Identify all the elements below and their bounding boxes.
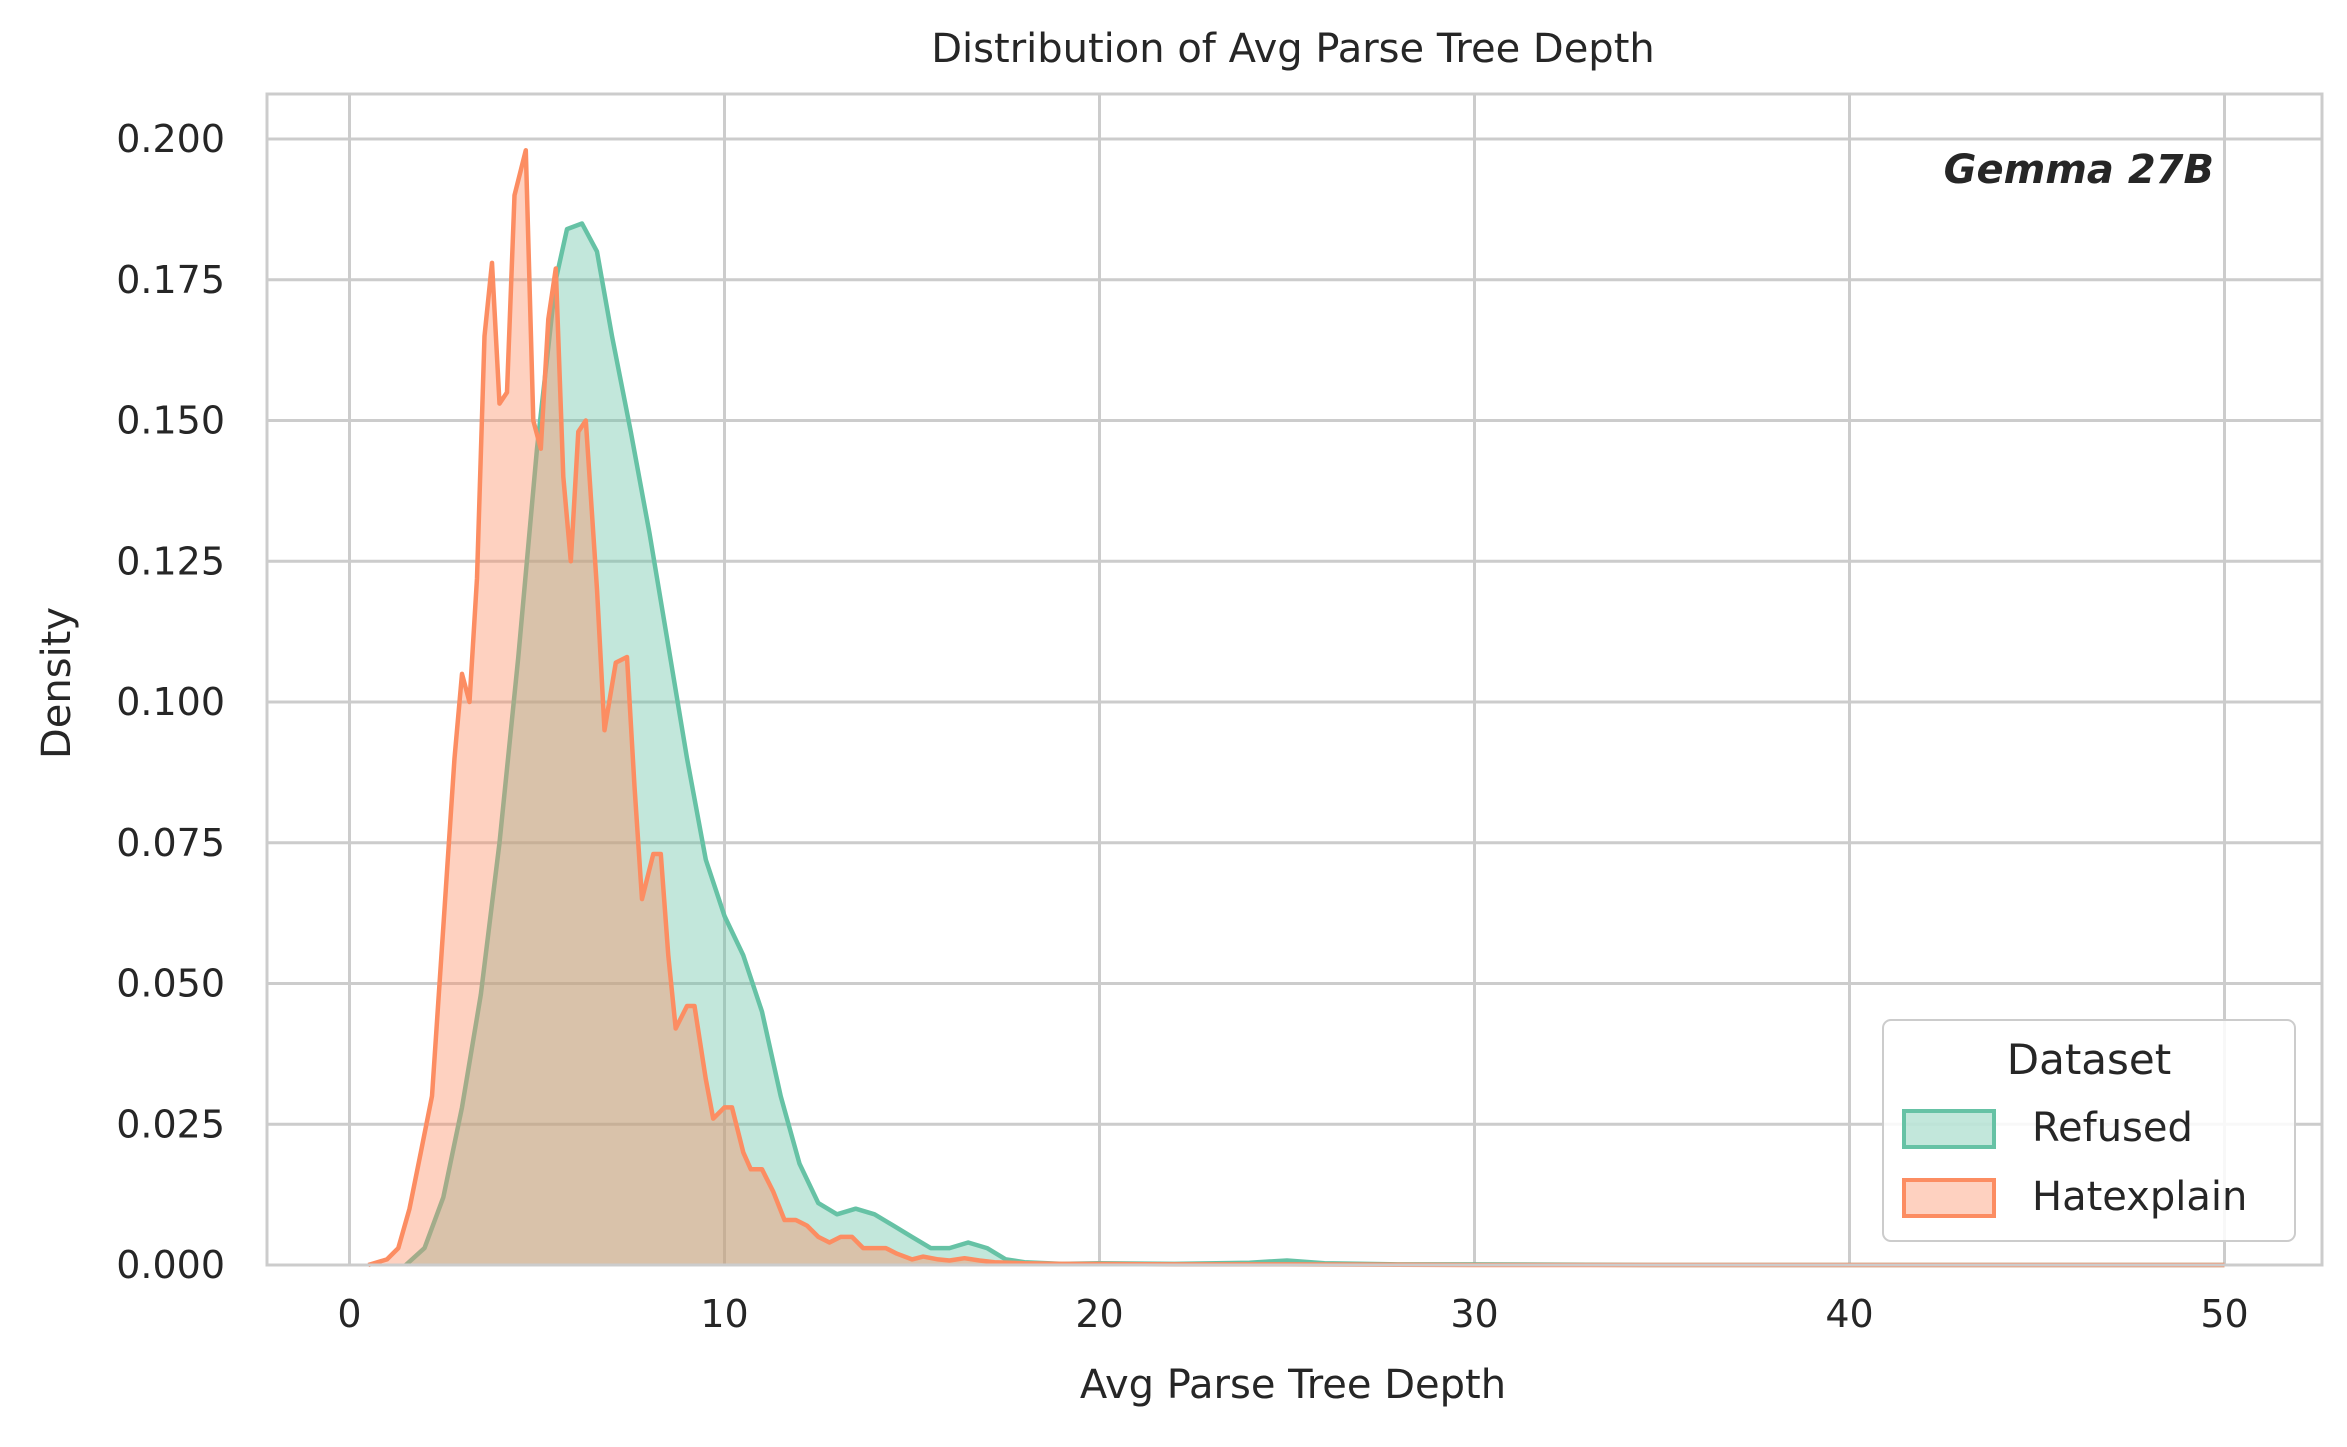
legend: Dataset Refused Hatexplain [1882,1019,2296,1242]
x-axis-label: Avg Parse Tree Depth [1080,1362,1506,1408]
legend-title: Dataset [2007,1035,2171,1084]
plot-frame [265,92,2324,1267]
x-tick-label: 10 [700,1292,748,1336]
density-area-hatexplain [368,150,2225,1265]
y-tick-label: 0.150 [116,399,225,443]
series-layer [367,148,2225,1268]
y-tick-label: 0.075 [116,821,225,865]
y-tick-label: 0.125 [116,539,225,583]
tick-labels: 0 10 20 30 40 50 0.000 0.025 0.050 0.075 0.100 0.12… [116,117,2248,1336]
y-tick-label: 0.175 [116,258,225,302]
chart-title: Distribution of Avg Parse Tree Depth [931,26,1654,72]
model-annotation: Gemma 27B [1944,147,2214,193]
x-tick-label: 30 [1450,1292,1498,1336]
y-tick-label: 0.050 [116,962,225,1006]
legend-label-refused: Refused [2032,1105,2193,1151]
legend-swatch-hatexplain [1902,1178,1996,1218]
y-axis-label: Density [34,607,80,759]
legend-swatch-refused [1902,1109,1996,1149]
y-tick-label: 0.025 [116,1102,225,1146]
x-tick-label: 50 [2200,1292,2248,1336]
y-tick-label: 0.100 [116,680,225,724]
legend-box [1882,1019,2296,1242]
x-tick-label: 0 [337,1292,361,1336]
grid [267,94,2322,1267]
y-tick-label: 0.000 [116,1243,225,1287]
x-tick-label: 20 [1075,1292,1123,1336]
legend-label-hatexplain: Hatexplain [2032,1174,2247,1220]
y-tick-label: 0.200 [116,117,225,161]
density-line-hatexplain [367,148,2225,1268]
density-area-refused [405,223,2225,1265]
x-tick-label: 40 [1825,1292,1873,1336]
